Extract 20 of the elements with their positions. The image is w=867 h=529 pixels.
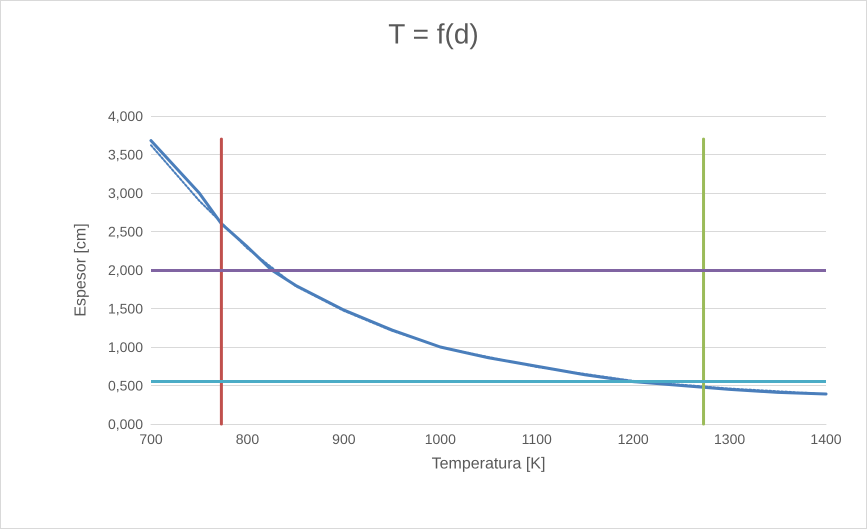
y-tick-label: 1,500: [108, 300, 144, 316]
y-tick-label: 2,500: [108, 224, 144, 240]
x-tick-label: 1000: [424, 431, 456, 447]
y-tick-label: 1,000: [108, 339, 144, 355]
y-tick-label: 0,000: [108, 416, 144, 432]
x-tick-label: 900: [332, 431, 356, 447]
chart-title: T = f(d): [388, 18, 479, 50]
y-tick-label: 4,000: [108, 108, 144, 124]
x-tick-label: 1200: [618, 431, 649, 447]
y-tick-label: 2,000: [108, 262, 144, 278]
y-axis-title: Espesor [cm]: [72, 223, 90, 317]
y-tick-label: 0,500: [108, 378, 144, 394]
x-tick-label: 700: [139, 431, 163, 447]
x-axis-title: Temperatura [K]: [432, 456, 546, 472]
x-tick-label: 1300: [714, 431, 746, 447]
x-tick-label: 1400: [810, 431, 842, 447]
x-tick-label: 800: [236, 431, 260, 447]
x-tick-label: 1100: [522, 431, 552, 447]
y-tick-label: 3,500: [108, 146, 144, 162]
y-tick-label: 3,000: [108, 185, 144, 201]
